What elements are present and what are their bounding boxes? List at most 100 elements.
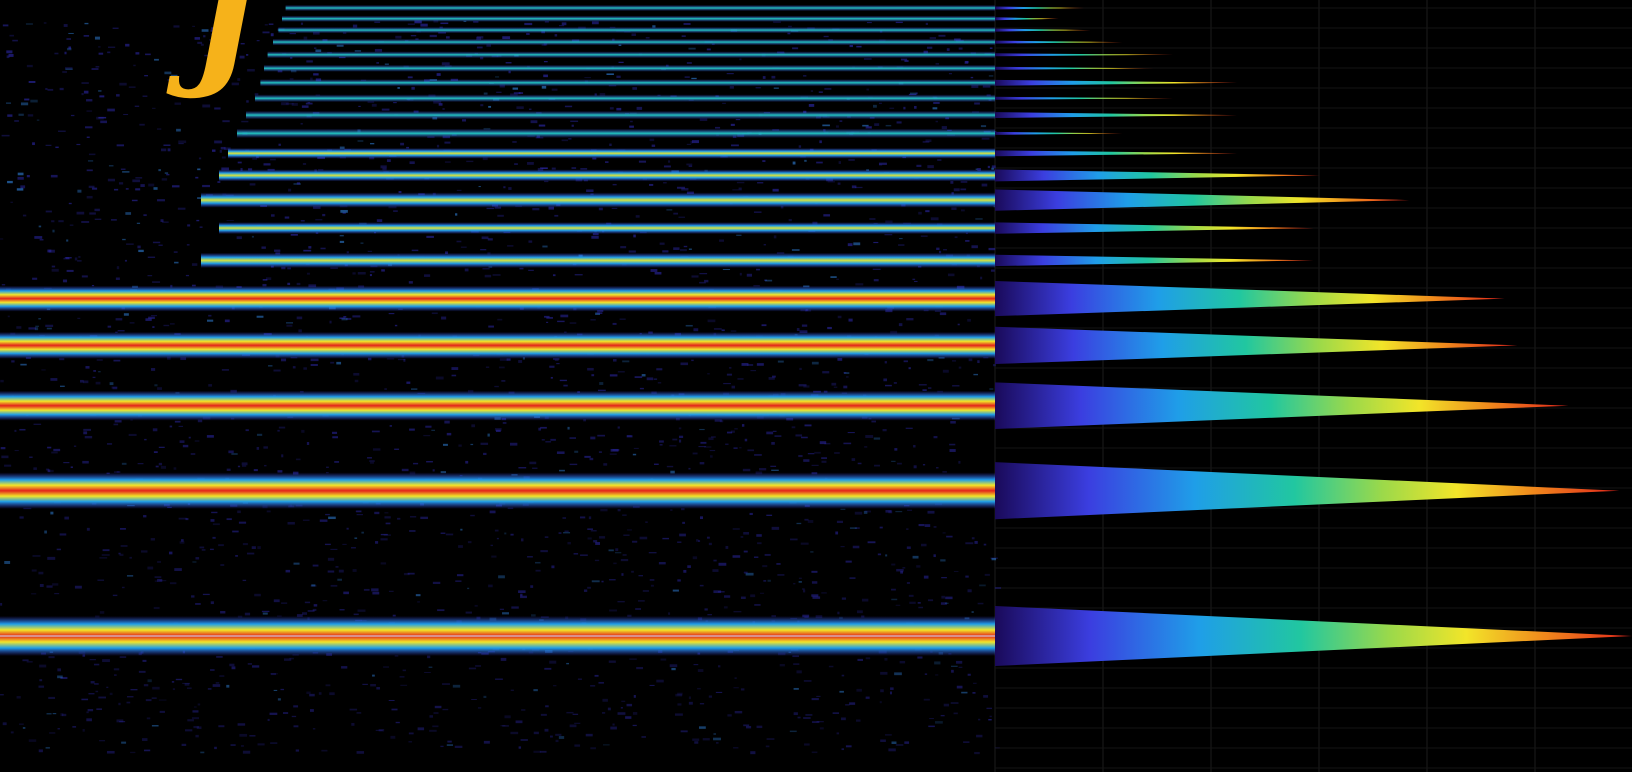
noise-speck — [496, 91, 502, 93]
noise-speck — [874, 123, 880, 126]
noise-speck — [332, 431, 338, 434]
noise-speck — [928, 387, 932, 389]
noise-speck — [14, 120, 19, 122]
noise-speck — [865, 435, 874, 438]
noise-speck — [152, 281, 161, 283]
noise-speck — [797, 716, 801, 719]
noise-speck — [490, 544, 493, 547]
noise-speck — [98, 46, 101, 48]
noise-speck — [82, 380, 89, 384]
noise-speck — [154, 580, 158, 582]
noise-speck — [823, 35, 829, 38]
noise-speck — [129, 322, 135, 324]
noise-speck — [420, 516, 428, 520]
noise-speck — [713, 737, 721, 741]
noise-speck — [773, 235, 777, 239]
noise-speck — [803, 680, 812, 682]
noise-speck — [152, 107, 156, 109]
noise-speck — [76, 211, 85, 215]
noise-speck — [237, 723, 246, 726]
noise-speck — [967, 318, 971, 322]
noise-speck — [595, 542, 601, 545]
noise-speck — [154, 58, 159, 61]
noise-speck — [50, 511, 54, 515]
noise-speck — [879, 701, 882, 704]
noise-speck — [532, 208, 540, 211]
noise-speck — [231, 452, 238, 456]
noise-speck — [369, 460, 375, 462]
noise-speck — [191, 284, 196, 287]
spectrum-peak-10 — [995, 150, 1238, 157]
noise-speck — [591, 580, 600, 583]
noise-speck — [356, 751, 365, 754]
noise-speck — [851, 185, 857, 189]
noise-speck — [739, 272, 742, 276]
noise-speck — [538, 124, 546, 127]
noise-speck — [296, 282, 301, 286]
noise-speck — [217, 85, 221, 87]
noise-speck — [367, 250, 373, 252]
noise-speck — [885, 124, 892, 127]
noise-speck — [891, 460, 896, 462]
noise-speck — [699, 584, 704, 587]
noise-speck — [804, 424, 812, 427]
noise-speck — [268, 365, 273, 367]
noise-speck — [51, 220, 55, 223]
noise-speck — [839, 120, 843, 122]
noise-speck — [725, 545, 729, 549]
noise-speck — [245, 429, 249, 432]
noise-speck — [564, 530, 569, 533]
noise-speck — [45, 746, 50, 749]
noise-speck — [793, 712, 798, 716]
noise-speck — [559, 469, 565, 472]
noise-speck — [930, 217, 939, 221]
noise-speck — [196, 726, 202, 730]
noise-speck — [456, 240, 462, 243]
noise-speck — [613, 359, 617, 362]
noise-speck — [663, 165, 671, 168]
noise-speck — [566, 711, 574, 714]
noise-speck — [68, 46, 71, 50]
noise-speck — [884, 234, 893, 236]
noise-speck — [334, 461, 340, 463]
noise-speck — [212, 684, 221, 687]
noise-speck — [683, 245, 688, 248]
harmonic-band-6 — [201, 252, 995, 268]
noise-speck — [574, 744, 581, 747]
noise-speck — [723, 382, 731, 385]
noise-speck — [656, 679, 664, 683]
noise-speck — [696, 539, 699, 542]
noise-speck — [346, 317, 352, 320]
noise-speck — [68, 32, 74, 34]
noise-speck — [807, 520, 814, 523]
noise-speck — [492, 274, 501, 276]
noise-speck — [824, 87, 832, 90]
noise-speck — [958, 47, 963, 50]
noise-speck — [220, 31, 224, 34]
noise-speck — [47, 469, 51, 473]
noise-speck — [551, 88, 558, 91]
noise-speck — [849, 45, 853, 48]
noise-speck — [133, 64, 136, 67]
noise-speck — [211, 27, 214, 30]
noise-speck — [747, 364, 754, 366]
noise-speck — [157, 387, 162, 390]
noise-speck — [86, 110, 93, 112]
noise-speck — [388, 312, 395, 315]
noise-speck — [20, 185, 26, 189]
noise-speck — [733, 747, 739, 749]
noise-speck — [5, 102, 12, 104]
noise-speck — [107, 51, 111, 54]
noise-speck — [894, 672, 902, 676]
noise-speck — [714, 126, 721, 129]
noise-speck — [455, 580, 462, 582]
noise-speck — [446, 432, 452, 436]
noise-speck — [315, 218, 323, 221]
noise-speck — [685, 324, 693, 327]
noise-speck — [312, 31, 320, 35]
noise-speck — [610, 448, 619, 452]
noise-speck — [72, 726, 77, 728]
noise-speck — [274, 249, 281, 252]
spectrum-peak-17 — [995, 40, 1123, 44]
noise-speck — [444, 141, 451, 144]
